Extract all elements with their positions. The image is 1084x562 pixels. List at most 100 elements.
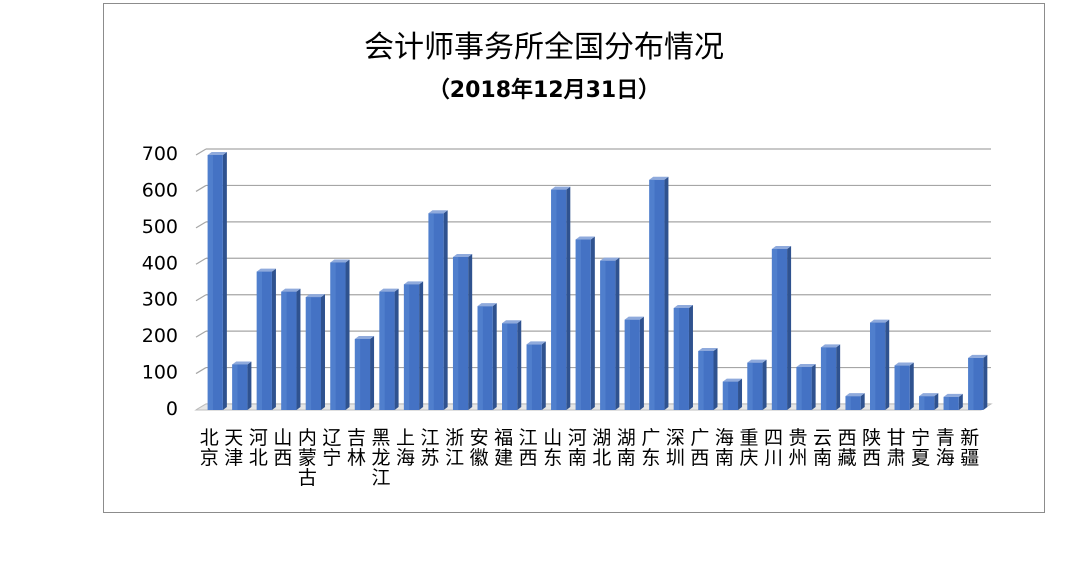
x-tick-label: 福建 [494,427,513,469]
bar-top [354,335,375,339]
bar-side [615,257,620,410]
bar-side [296,288,301,410]
bar-top [600,257,620,261]
x-tick-label: 天津 [224,427,243,469]
bar [403,281,424,410]
bar-highlight [575,239,581,410]
bar-highlight [649,179,655,410]
bar-top [526,341,546,345]
bar-top [845,393,865,397]
x-tick-label: 重庆 [739,427,758,469]
bar [747,359,767,410]
bar-side [811,364,816,410]
bar-highlight [207,155,213,410]
bar-side [762,359,767,410]
bar-side [958,393,963,410]
bar-highlight [820,347,827,410]
bar-highlight [551,189,557,410]
x-tick-label: 海南 [715,427,734,469]
bar-top [305,294,325,298]
bar-highlight [452,257,459,410]
bar-top [330,259,350,263]
x-axis-ticks: 北京天津河北山西内蒙古辽宁吉林黑龙江上海江苏浙江安徽福建江西山东河南湖北湖南广东… [200,427,979,489]
x-tick-label: 湖南 [617,427,636,469]
bar [673,305,693,410]
x-tick-label: 新疆 [960,427,979,469]
bar-top [747,359,767,363]
y-tick-label: 0 [166,398,178,420]
bar [649,176,669,410]
bars [207,152,988,410]
x-tick-label: 吉林 [347,427,366,469]
bar [600,257,620,410]
bar [207,152,227,410]
bar-side [934,393,939,410]
x-tick-label: 黑龙江 [371,427,390,489]
bar-side [468,254,473,410]
x-tick-label: 辽宁 [322,427,341,469]
x-tick-label: 贵州 [789,427,808,469]
bar [968,354,988,410]
bar-highlight [232,364,238,410]
bar-top [870,319,890,323]
chart-title: 会计师事务所全国分布情况 [364,30,724,65]
gridline-depth [195,294,207,302]
bar-top [624,316,644,320]
gridline-depth [195,257,207,265]
bar-side [909,362,914,410]
x-tick-label: 浙江 [445,427,464,469]
gridline-depth [195,184,207,192]
bar-top [796,364,816,368]
y-tick-label: 400 [142,252,178,274]
bar-top [477,303,497,307]
bar-top [502,320,522,324]
bar-side [983,354,988,410]
bar [232,361,252,410]
bar [698,347,718,410]
bar-top [820,344,841,348]
bar [894,362,914,410]
bar-highlight [428,213,434,410]
bar-side [566,186,571,410]
bar [551,186,571,410]
bar-highlight [305,297,312,410]
x-tick-label: 云南 [813,427,832,469]
x-tick-label: 湖北 [592,427,611,469]
bar-side [222,152,227,410]
bar-highlight [673,308,680,410]
bar-side [517,320,522,410]
bar-top [771,245,792,249]
bar-top [575,236,595,240]
bar-side [639,316,644,410]
bar-highlight [796,367,802,410]
bar-top [943,393,963,397]
bar-highlight [403,284,410,410]
bar-top [551,186,571,190]
x-tick-label: 河北 [249,427,268,469]
gridline-depth [195,367,207,375]
bar [943,393,963,410]
bar-highlight [281,291,287,410]
bar [919,393,939,410]
bar-side [860,393,865,410]
bar-highlight [624,319,631,410]
bar [526,341,546,410]
bar-top [207,152,227,155]
bar-highlight [845,396,851,410]
bar-side [738,378,743,410]
bar-top [452,254,473,257]
bar [502,320,522,410]
x-tick-label: 安徽 [470,427,489,469]
chart-frame: 会计师事务所全国分布情况 （2018年12月31日） 0 100 200 300 400… [103,3,1045,513]
bar-highlight [722,381,729,410]
bar [771,245,792,410]
x-tick-label: 深圳 [666,427,685,469]
x-tick-label: 西藏 [838,427,857,469]
bar [575,236,595,410]
bar-highlight [477,306,483,410]
y-tick-label: 700 [142,143,178,165]
bar-side [320,294,325,410]
y-tick-label: 500 [142,216,178,238]
bar-side [394,288,399,410]
bar-highlight [354,338,361,410]
